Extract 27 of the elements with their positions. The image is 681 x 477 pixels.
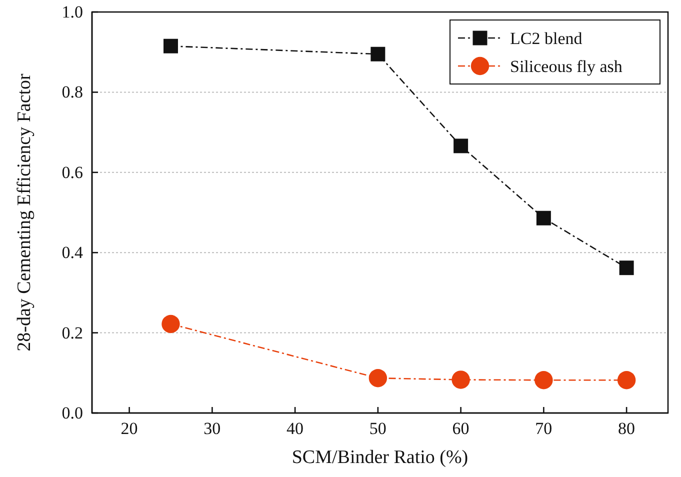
point [619,260,634,276]
point [163,38,178,54]
y-tick-label: 0.4 [62,243,84,262]
y-axis-title: 28-day Cementing Efficiency Factor [14,72,35,352]
point [452,370,470,389]
x-tick-label: 50 [369,419,386,438]
point [536,210,551,226]
point [534,371,553,390]
x-tick-label: 40 [286,419,304,438]
x-tick-label: 80 [618,419,636,438]
x-tick-label: 70 [535,419,552,438]
point [454,138,468,154]
point [370,46,386,62]
x-axis-title: SCM/Binder Ratio (%) [292,447,468,468]
point [368,369,388,388]
y-tick-label: 0.0 [62,403,83,422]
x-tick-label: 20 [120,419,138,438]
x-tick-label: 30 [204,419,221,438]
y-tick-label: 0.8 [62,82,83,102]
point [617,371,636,390]
point [162,314,180,334]
x-tick-label: 60 [452,419,470,438]
y-tick-label: 1.0 [62,2,83,22]
legend-label: LC2 blend [510,29,583,48]
y-tick-label: 0.2 [62,323,83,342]
y-tick-label: 0.6 [62,162,83,182]
legend-label: Siliceous fly ash [510,57,623,76]
